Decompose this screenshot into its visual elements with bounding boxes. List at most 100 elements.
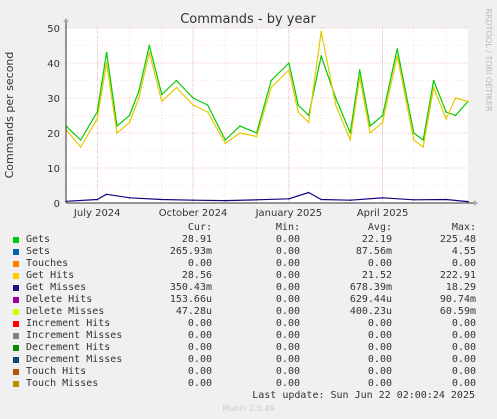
y-tick-label: 40 (47, 59, 60, 70)
legend-cur-value: 0.00 (187, 354, 212, 365)
legend-avg-value: 0.00 (367, 366, 392, 377)
legend-row: Increment Misses 0.00 0.00 0.00 0.00 (12, 330, 482, 342)
legend-max-value: 0.00 (451, 330, 476, 341)
data-point (161, 93, 163, 96)
legend-min-value: 0.00 (275, 318, 300, 329)
legend-series-name: Increment Hits (26, 318, 111, 329)
data-point (255, 135, 258, 138)
data-point (116, 132, 118, 134)
legend-swatch (13, 273, 19, 279)
legend-swatch (13, 237, 19, 243)
legend-cur-value: 153.66u (169, 294, 212, 305)
legend-header: Cur: Min: Avg: Max: (12, 222, 482, 234)
y-tick-label: 30 (47, 94, 60, 105)
data-point (192, 104, 194, 106)
legend-swatch (13, 297, 19, 303)
data-point (334, 104, 337, 106)
data-point (224, 142, 227, 145)
legend-series-name: Sets (26, 246, 51, 257)
legend-header-max: Max: (451, 222, 476, 233)
legend-max-value: 0.00 (451, 342, 476, 353)
legend-swatch (13, 345, 19, 351)
legend-swatch (13, 309, 19, 315)
legend-series-name: Touch Misses (26, 378, 99, 389)
series-layer (65, 30, 469, 203)
data-point (467, 100, 469, 103)
data-point (307, 191, 310, 194)
data-point (175, 79, 178, 82)
x-tick-label: July 2024 (73, 208, 121, 219)
data-point (369, 125, 371, 127)
data-point (358, 76, 361, 78)
legend-swatch (13, 261, 19, 267)
legend-avg-value: 0.00 (367, 330, 392, 341)
data-point (320, 30, 322, 33)
legend-row: Decrement Misses 0.00 0.00 0.00 0.00 (12, 354, 482, 366)
legend-row: Touches 0.00 0.00 0.00 0.00 (12, 258, 482, 270)
legend-avg-value: 21.52 (361, 270, 392, 281)
y-tick-label: 0 (54, 199, 60, 210)
legend-min-value: 0.00 (275, 234, 300, 245)
legend-min-value: 0.00 (275, 306, 300, 317)
legend-cur-value: 47.28u (175, 306, 212, 317)
rrdtool-side-label: RRDTOOL / TOBI OETIKER (484, 8, 493, 111)
data-point (334, 97, 337, 99)
legend-swatch (13, 249, 19, 255)
data-point (413, 139, 415, 141)
data-point (224, 139, 227, 141)
data-point (224, 199, 227, 202)
data-point (192, 97, 194, 99)
munin-version-footer: Munin 2.0.49 (222, 404, 275, 413)
data-point (297, 104, 300, 106)
last-update: Last update: Sun Jun 22 02:00:24 2025 (252, 390, 475, 401)
data-point (161, 198, 163, 201)
data-point (105, 193, 108, 196)
legend-series-name: Delete Hits (26, 294, 93, 305)
legend-rows: Gets 28.91 0.00 22.19 225.48 Sets 265.93m 0.00 8… (12, 234, 482, 390)
legend: Cur: Min: Avg: Max: Gets 28.91 0.00 22.19 22… (12, 222, 482, 390)
legend-max-value: 222.91 (439, 270, 476, 281)
legend-avg-value: 400.23u (349, 306, 392, 317)
data-point (148, 44, 151, 47)
series-line-gets (65, 44, 469, 141)
data-point (128, 196, 131, 199)
data-point (422, 139, 425, 141)
legend-max-value: 0.00 (451, 366, 476, 377)
data-point (239, 132, 241, 134)
legend-cur-value: 0.00 (187, 366, 212, 377)
legend-min-value: 0.00 (275, 246, 300, 257)
legend-series-name: Touch Hits (26, 366, 87, 377)
data-point (288, 69, 290, 71)
legend-cur-value: 0.00 (187, 378, 212, 389)
legend-max-value: 90.74m (439, 294, 476, 305)
legend-cur-value: 28.56 (181, 270, 212, 281)
legend-row: Get Misses 350.43m 0.00 678.39m 18.29 (12, 282, 482, 294)
legend-swatch (13, 369, 19, 375)
data-point (105, 51, 108, 54)
legend-min-value: 0.00 (275, 330, 300, 341)
legend-min-value: 0.00 (275, 378, 300, 389)
series-line-get-hits (65, 30, 469, 148)
data-point (138, 97, 140, 99)
legend-min-value: 0.00 (275, 258, 300, 269)
legend-series-name: Get Hits (26, 270, 75, 281)
legend-series-name: Get Misses (26, 282, 87, 293)
data-point (432, 79, 435, 82)
data-point (128, 121, 131, 124)
legend-max-value: 225.48 (439, 234, 476, 245)
data-point (445, 198, 447, 201)
data-point (396, 48, 398, 50)
legend-avg-value: 0.00 (367, 354, 392, 365)
data-point (349, 139, 352, 141)
data-point (96, 198, 99, 201)
data-point (79, 146, 82, 148)
data-point (192, 199, 194, 201)
legend-avg-value: 87.56m (355, 246, 392, 257)
data-point (320, 198, 322, 201)
legend-min-value: 0.00 (275, 282, 300, 293)
data-point (239, 125, 241, 127)
data-point (206, 104, 209, 106)
legend-cur-value: 265.93m (169, 246, 212, 257)
legend-max-value: 0.00 (451, 354, 476, 365)
legend-max-value: 0.00 (451, 318, 476, 329)
